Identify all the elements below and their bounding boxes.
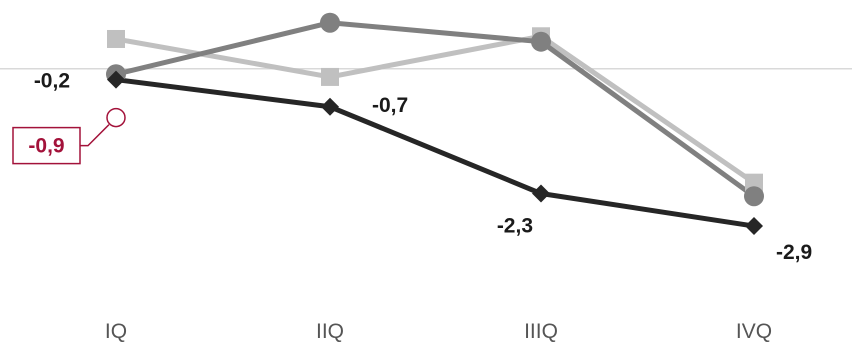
series-1-line (115, 33, 756, 185)
x-tick-label-iiiq: IIIQ (524, 320, 558, 343)
series-2-point-iiq (320, 12, 340, 33)
data-label-ivq: -2,9 (776, 241, 812, 264)
series-3-point-iiq (321, 97, 339, 116)
series-2-line (115, 20, 756, 199)
data-label-iiq: -0,7 (372, 94, 408, 117)
series-1-point-iiq (321, 67, 339, 86)
x-tick-label-iiq: IIQ (316, 320, 344, 343)
series-1-point-iq (107, 29, 125, 48)
series-3-point-iiiq (532, 184, 550, 203)
series-3-point-iq (107, 70, 125, 89)
series-2-point-ivq (744, 186, 764, 207)
series-3-point-ivq (745, 217, 763, 236)
x-tick-label-ivq: IVQ (736, 320, 772, 343)
data-label-iq: -0,2 (34, 70, 70, 93)
annotation-box (12, 126, 81, 165)
annotation-label: -0,9 (28, 135, 64, 158)
annotation-connector (76, 124, 110, 147)
x-tick-label-iq: IQ (105, 320, 127, 343)
series-2-point-iiiq (531, 31, 551, 52)
series-1-point-ivq (745, 173, 763, 192)
data-label-iiiq: -2,3 (497, 215, 533, 238)
series-3-line (115, 77, 755, 229)
annotation-marker-circle (106, 107, 126, 128)
